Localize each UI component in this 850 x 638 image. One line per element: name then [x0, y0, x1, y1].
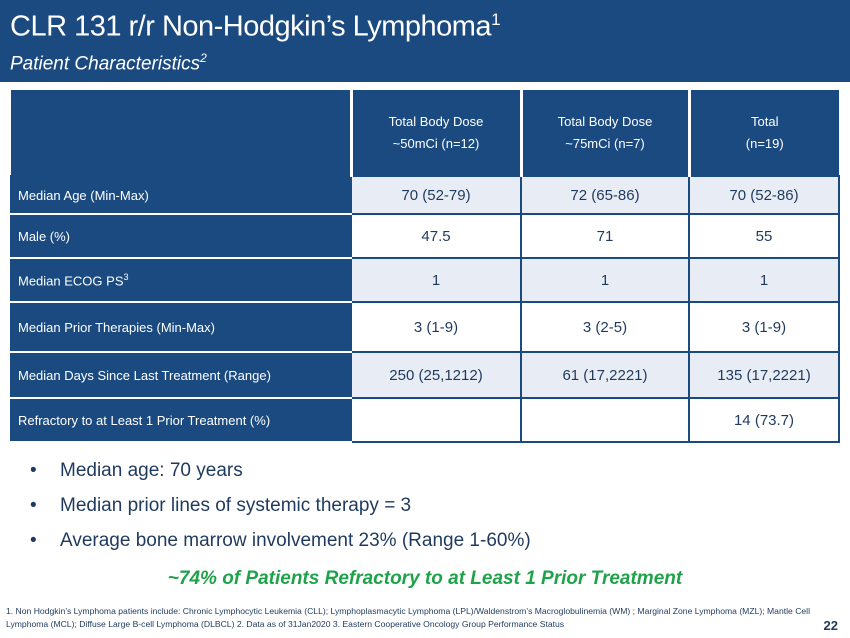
- bullet-icon: •: [30, 460, 37, 481]
- table-cell: 1: [688, 257, 840, 303]
- table-cell: 3 (1-9): [350, 301, 522, 353]
- table-header-row: Total Body Dose ~50mCi (n=12) Total Body …: [11, 90, 839, 176]
- table-row: Median Prior Therapies (Min-Max) 3 (1-9)…: [10, 301, 840, 353]
- callout-text: ~74% of Patients Refractory to at Least …: [167, 568, 683, 589]
- bullet-list: • Median age: 70 years • Median prior line…: [30, 458, 531, 563]
- footnote: 1. Non Hodgkin’s Lymphoma patients inclu…: [6, 606, 810, 629]
- row-label: Male (%): [10, 213, 352, 259]
- row-label: Median Days Since Last Treatment (Range): [10, 351, 352, 399]
- page-number: 22: [823, 618, 838, 633]
- table-cell: 70 (52-79): [350, 175, 522, 215]
- column-header: Total Body Dose ~50mCi (n=12): [349, 90, 521, 176]
- table-cell: 14 (73.7): [688, 397, 840, 443]
- row-label-superscript: 3: [123, 271, 129, 282]
- slide-title: CLR 131 r/r Non-Hodgkin’s Lymphoma1: [10, 10, 501, 44]
- subtitle-superscript: 2: [200, 51, 207, 65]
- table-cell: 72 (65-86): [520, 175, 690, 215]
- table-cell: 1: [350, 257, 522, 303]
- column-header-line: ~75mCi (n=7): [565, 135, 645, 151]
- table-row: Median Age (Min-Max) 70 (52-79) 72 (65-8…: [10, 175, 840, 215]
- table-cell: [350, 397, 522, 443]
- table-cell: 47.5: [350, 213, 522, 259]
- header-blank: [11, 90, 351, 176]
- column-header-line: Total Body Dose: [557, 113, 653, 129]
- table-cell: 71: [520, 213, 690, 259]
- table-row: Median ECOG PS3 1 1 1: [10, 257, 840, 303]
- table-cell: 1: [520, 257, 690, 303]
- table-cell: [520, 397, 690, 443]
- row-label: Median Age (Min-Max): [10, 175, 352, 215]
- patient-characteristics-table: Total Body Dose ~50mCi (n=12) Total Body …: [10, 90, 840, 443]
- table-cell: 55: [688, 213, 840, 259]
- table-row: Male (%) 47.5 71 55: [10, 213, 840, 259]
- row-label: Refractory to at Least 1 Prior Treatment…: [10, 397, 352, 443]
- table-cell: 3 (1-9): [688, 301, 840, 353]
- row-label-text: Median ECOG PS: [18, 273, 124, 289]
- title-superscript: 1: [491, 10, 501, 29]
- bullet-item: • Median prior lines of systemic therapy …: [30, 493, 531, 528]
- table-cell: 70 (52-86): [688, 175, 840, 215]
- table-row: Median Days Since Last Treatment (Range)…: [10, 351, 840, 399]
- bullet-item: • Average bone marrow involvement 23% (Ra…: [30, 528, 531, 563]
- table-cell: 135 (17,2221): [688, 351, 840, 399]
- bullet-text: Median prior lines of systemic therapy =…: [60, 495, 412, 516]
- column-header: Total Body Dose ~75mCi (n=7): [519, 90, 689, 176]
- slide-subtitle: Patient Characteristics2: [10, 51, 207, 75]
- title-text: CLR 131 r/r Non-Hodgkin’s Lymphoma: [10, 10, 492, 43]
- bullet-text: Median age: 70 years: [60, 460, 243, 481]
- bullet-icon: •: [30, 495, 37, 516]
- subtitle-text: Patient Characteristics: [10, 53, 201, 75]
- column-header-line: Total Body Dose: [388, 113, 484, 129]
- column-header: Total (n=19): [687, 90, 839, 176]
- table-cell: 61 (17,2221): [520, 351, 690, 399]
- table-row: Refractory to at Least 1 Prior Treatment…: [10, 397, 840, 443]
- column-header-line: ~50mCi (n=12): [392, 135, 480, 151]
- slide-header: CLR 131 r/r Non-Hodgkin’s Lymphoma1 Pati…: [0, 0, 850, 82]
- table-cell: 250 (25,1212): [350, 351, 522, 399]
- row-label: Median Prior Therapies (Min-Max): [10, 301, 352, 353]
- bullet-icon: •: [30, 530, 37, 551]
- row-label: Median ECOG PS3: [10, 257, 352, 303]
- table-cell: 3 (2-5): [520, 301, 690, 353]
- column-header-line: Total: [751, 113, 779, 129]
- bullet-text: Average bone marrow involvement 23% (Ran…: [60, 530, 531, 551]
- bullet-item: • Median age: 70 years: [30, 458, 531, 493]
- column-header-line: (n=19): [745, 135, 784, 151]
